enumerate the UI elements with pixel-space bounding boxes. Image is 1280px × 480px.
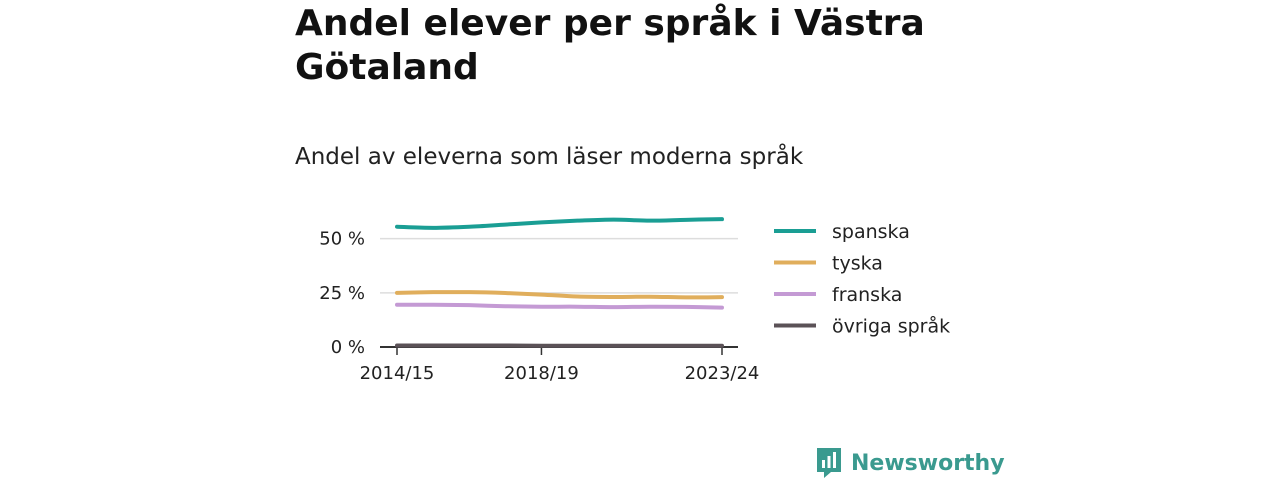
legend-label: spanska xyxy=(832,221,910,243)
y-axis-tick-labels: 0 % 25 % 50 % xyxy=(319,229,365,358)
series-line-spanska xyxy=(395,217,724,230)
legend-label: övriga språk xyxy=(832,315,950,338)
y-tick-label: 50 % xyxy=(319,229,365,250)
x-tick-label: 2014/15 xyxy=(360,363,435,384)
x-tick-label: 2023/24 xyxy=(685,363,760,384)
line-chart: 0 % 25 % 50 % 2014/15 2018/19 2023/24 spansk… xyxy=(319,217,950,384)
legend: spanska tyska franska övriga språk xyxy=(774,221,950,338)
series-lines xyxy=(395,217,724,348)
bar-chart-speech-bubble-icon xyxy=(817,448,841,478)
series-line-franska xyxy=(395,302,724,310)
brand-name: Newsworthy xyxy=(851,450,1005,476)
series-line-tyska xyxy=(395,290,724,300)
y-tick-label: 25 % xyxy=(319,283,365,304)
chart-subtitle: Andel av eleverna som läser moderna språ… xyxy=(295,144,804,170)
y-tick-label: 0 % xyxy=(331,337,365,358)
legend-label: tyska xyxy=(832,253,883,275)
newsworthy-logo: Newsworthy xyxy=(815,446,1005,480)
grid-lines xyxy=(380,237,738,294)
x-axis: 2014/15 2018/19 2023/24 xyxy=(360,346,760,384)
legend-label: franska xyxy=(832,284,902,306)
chart-title: Andel elever per språk i Västra Götaland xyxy=(295,3,925,88)
x-tick-label: 2018/19 xyxy=(504,363,579,384)
